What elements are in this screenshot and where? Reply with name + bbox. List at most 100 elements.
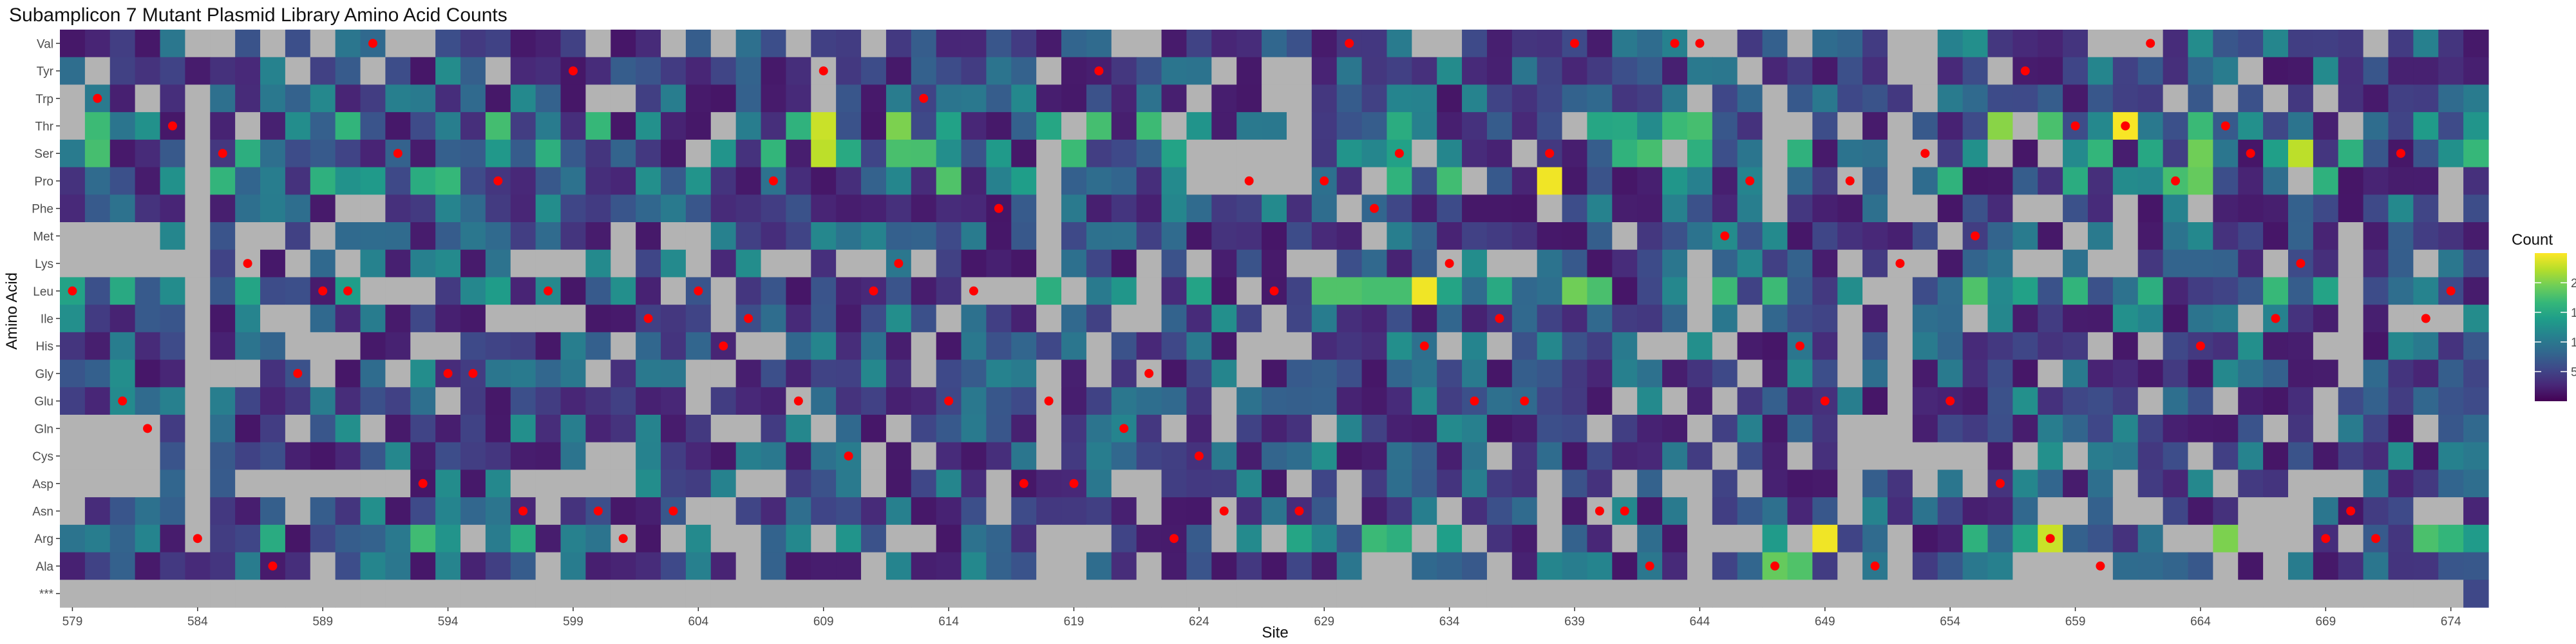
heatmap-cell: [1962, 112, 1989, 140]
heatmap-cell: [1862, 387, 1888, 415]
heatmap-cell: [961, 57, 987, 86]
heatmap-cell: [1462, 580, 1488, 608]
heatmap-cell: [710, 387, 737, 415]
heatmap-cell: [886, 497, 912, 526]
heatmap-cell: [1562, 552, 1588, 580]
heatmap-cell: [886, 580, 912, 608]
heatmap-cell: [961, 167, 987, 195]
heatmap-cell: [2313, 57, 2339, 86]
heatmap-cell: [2137, 305, 2164, 333]
heatmap-cell: [385, 57, 411, 86]
heatmap-cell: [861, 415, 887, 443]
heatmap-cell: [260, 497, 286, 526]
heatmap-cell: [661, 277, 687, 305]
heatmap-cell: [2338, 387, 2364, 415]
heatmap-cell: [886, 194, 912, 223]
heatmap-cell: [1537, 167, 1563, 195]
heatmap-cell: [1637, 84, 1663, 113]
heatmap-cell: [786, 469, 811, 498]
heatmap-cell: [1211, 580, 1237, 608]
heatmap-cell: [1061, 112, 1087, 140]
heatmap-cell: [1387, 387, 1412, 415]
heatmap-cell: [2038, 139, 2063, 168]
heatmap-cell: [2287, 387, 2314, 415]
heatmap-cell: [410, 387, 436, 415]
heatmap-cell: [235, 359, 261, 388]
heatmap-cell: [2238, 249, 2264, 278]
heatmap-cell: [1562, 57, 1588, 86]
heatmap-cell: [1837, 359, 1863, 388]
heatmap-cell: [1812, 580, 1838, 608]
heatmap-cell: [1537, 442, 1563, 471]
heatmap-cell: [1962, 194, 1989, 223]
heatmap-cell: [1262, 387, 1287, 415]
heatmap-cell: [1787, 30, 1813, 58]
heatmap-cell: [786, 112, 811, 140]
heatmap-cell: [2188, 277, 2213, 305]
heatmap-cell: [1262, 112, 1287, 140]
heatmap-cell: [60, 222, 86, 251]
heatmap-cell: [2063, 552, 2088, 580]
heatmap-cell: [1587, 30, 1613, 58]
heatmap-cell: [1011, 580, 1037, 608]
heatmap-cell: [861, 469, 887, 498]
heatmap-cell: [2087, 332, 2114, 361]
heatmap-cell: [786, 580, 811, 608]
heatmap-cell: [1186, 415, 1212, 443]
heatmap-cell: [861, 387, 887, 415]
heatmap-cell: [1361, 524, 1388, 553]
heatmap-cell: [1486, 222, 1513, 251]
heatmap-cell: [1637, 359, 1663, 388]
heatmap-cell: [636, 497, 661, 526]
heatmap-cell: [60, 305, 86, 333]
heatmap-cell: [1086, 442, 1112, 471]
heatmap-cell: [84, 442, 111, 471]
heatmap-cell: [1637, 139, 1663, 168]
heatmap-cell: [1537, 30, 1563, 58]
heatmap-cell: [1637, 57, 1663, 86]
heatmap-cell: [2313, 30, 2339, 58]
x-axis-ticks: 579 584 589 594 599 604 609 614 619 624 629 634 639 6…: [62, 607, 2461, 629]
heatmap-cell: [460, 84, 486, 113]
heatmap-cell: [636, 552, 661, 580]
heatmap-cell: [2388, 442, 2414, 471]
heatmap-cell: [685, 30, 712, 58]
heatmap-cell: [1987, 139, 2013, 168]
heatmap-cell: [360, 442, 386, 471]
heatmap-cell: [2137, 580, 2164, 608]
heatmap-cell: [2188, 112, 2213, 140]
heatmap-cell: [911, 332, 937, 361]
heatmap-cell: [1587, 57, 1613, 86]
heatmap-cell: [1136, 415, 1162, 443]
heatmap-cell: [1111, 359, 1137, 388]
heatmap-cell: [1437, 524, 1463, 553]
heatmap-cell: [1161, 30, 1188, 58]
heatmap-cell: [1937, 194, 1964, 223]
heatmap-cell: [1336, 469, 1363, 498]
heatmap-cell: [761, 277, 787, 305]
heatmap-cell: [2388, 305, 2414, 333]
x-tick-label: 624: [1189, 615, 1209, 629]
heatmap-cell: [836, 249, 862, 278]
heatmap-cell: [1962, 552, 1989, 580]
heatmap-cell: [1662, 84, 1688, 113]
heatmap-cell: [235, 167, 261, 195]
heatmap-cell: [2338, 469, 2364, 498]
heatmap-cell: [861, 222, 887, 251]
heatmap-cell: [2463, 57, 2489, 86]
heatmap-cell: [2163, 497, 2189, 526]
heatmap-cell: [109, 194, 136, 223]
heatmap-cell: [109, 84, 136, 113]
heatmap-cell: [836, 30, 862, 58]
heatmap-cell: [1486, 552, 1513, 580]
heatmap-cell: [2063, 415, 2088, 443]
wildtype-marker: [2171, 176, 2181, 185]
heatmap-cell: [1236, 442, 1262, 471]
heatmap-cell: [1011, 167, 1037, 195]
heatmap-cell: [1412, 305, 1437, 333]
heatmap-cell: [235, 139, 261, 168]
heatmap-cell: [1862, 442, 1888, 471]
heatmap-cell: [185, 387, 211, 415]
heatmap-cell: [410, 359, 436, 388]
heatmap-cell: [661, 442, 687, 471]
